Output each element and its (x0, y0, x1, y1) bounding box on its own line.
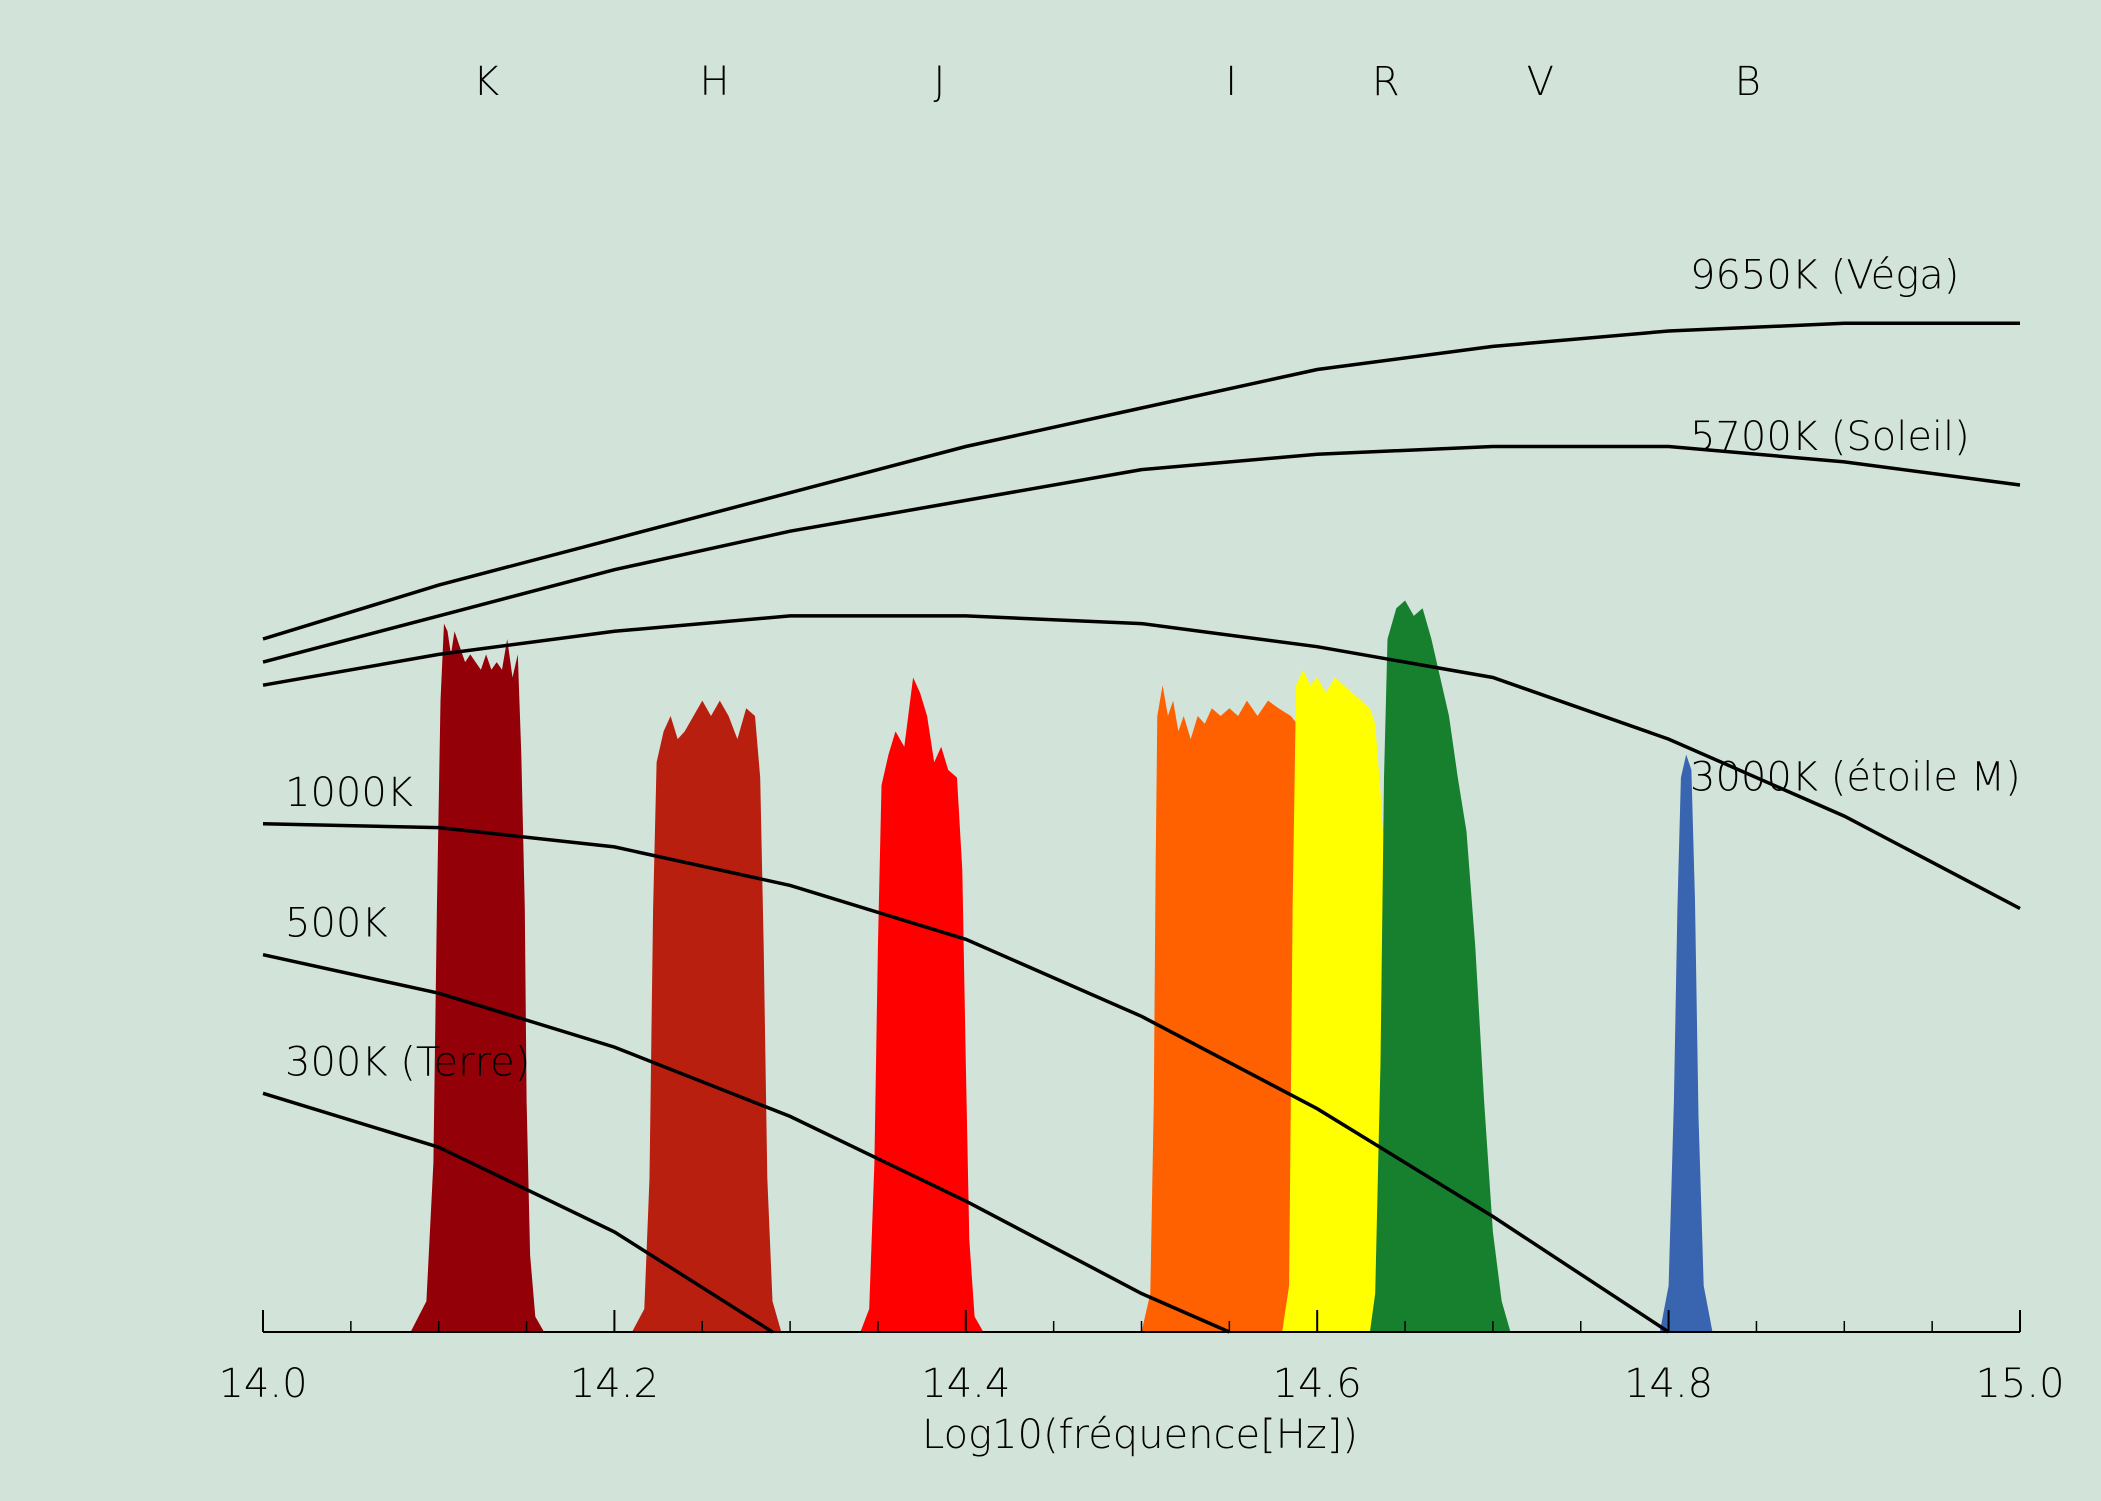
band-label-j: J (934, 59, 946, 105)
filter-bands (410, 600, 1713, 1332)
curve-5 (262, 1091, 774, 1334)
curve-label-2: 3000K (étoile M) (1690, 755, 2021, 801)
curve-3 (262, 822, 1670, 1334)
curve-0 (262, 321, 2020, 641)
band-label-r: R (1372, 59, 1400, 105)
curve-1 (262, 444, 2021, 664)
filter-band-h (632, 700, 782, 1332)
curve-label-3: 1000K (285, 770, 413, 816)
x-tick-label: 15.0 (1975, 1361, 2064, 1407)
band-label-b: B (1735, 59, 1761, 105)
x-tick-label: 14.2 (570, 1361, 659, 1407)
curve-2 (262, 614, 2021, 911)
band-label-h: H (700, 59, 730, 105)
blackbody-curves: 9650K (Véga) 5700K (Soleil) 3000K (étoile … (262, 252, 2021, 1334)
band-label-v: V (1527, 59, 1554, 105)
band-label-i: I (1225, 59, 1237, 105)
x-axis-label: Log10(fréquence[Hz]) (922, 1412, 1358, 1458)
filter-band-j (860, 677, 984, 1332)
x-tick-label: 14.4 (921, 1361, 1010, 1407)
x-tick-label: 14.8 (1624, 1361, 1713, 1407)
x-tick-label: 14.6 (1273, 1361, 1362, 1407)
curve-label-1: 5700K (Soleil) (1690, 414, 1970, 460)
x-axis: 14.0 14.2 14.4 14.6 14.8 15.0 (218, 1310, 2065, 1407)
x-tick-label: 14.0 (218, 1361, 307, 1407)
filter-band-b (1659, 754, 1713, 1332)
filter-band-v (1369, 600, 1511, 1332)
filter-band-k (410, 623, 545, 1332)
curve-label-4: 500K (285, 901, 388, 947)
curve-label-5: 300K (Terre) (285, 1039, 530, 1085)
curve-label-0: 9650K (Véga) (1690, 252, 1959, 298)
band-label-k: K (473, 59, 499, 105)
curve-4 (262, 952, 1231, 1334)
